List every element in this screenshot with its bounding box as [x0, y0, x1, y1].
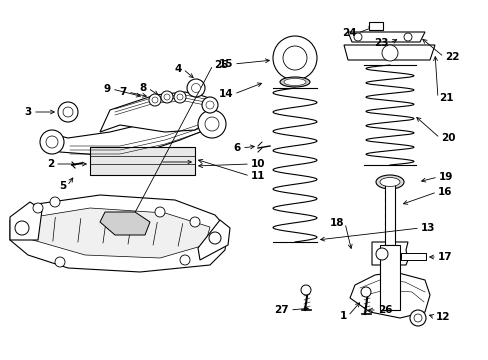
Circle shape [202, 97, 218, 113]
Circle shape [403, 33, 411, 41]
Text: 5: 5 [59, 181, 66, 191]
Circle shape [198, 110, 225, 138]
Circle shape [163, 94, 170, 100]
Circle shape [152, 97, 158, 103]
Text: 12: 12 [435, 312, 449, 322]
Text: 22: 22 [444, 52, 459, 62]
Circle shape [155, 207, 164, 217]
Circle shape [353, 33, 361, 41]
Circle shape [149, 94, 161, 106]
Text: 16: 16 [437, 187, 451, 197]
Text: 27: 27 [274, 305, 288, 315]
Polygon shape [198, 220, 229, 260]
Text: 8: 8 [140, 83, 147, 93]
Text: 21: 21 [438, 93, 452, 103]
Text: 23: 23 [374, 38, 388, 48]
Text: 17: 17 [437, 252, 452, 262]
Polygon shape [343, 45, 434, 60]
Text: 2: 2 [47, 159, 54, 169]
Bar [368, 22, 382, 30]
Circle shape [55, 257, 65, 267]
Ellipse shape [280, 77, 309, 87]
Polygon shape [26, 208, 209, 258]
Circle shape [283, 46, 306, 70]
Circle shape [208, 232, 221, 244]
Circle shape [191, 84, 200, 93]
Polygon shape [100, 92, 215, 132]
Circle shape [174, 91, 185, 103]
Text: 6: 6 [233, 143, 241, 153]
Text: 10: 10 [250, 159, 265, 169]
Ellipse shape [375, 175, 403, 189]
Bar [90, 147, 195, 175]
Text: 14: 14 [218, 89, 232, 99]
Circle shape [161, 91, 173, 103]
Text: 13: 13 [420, 223, 435, 233]
Circle shape [58, 102, 78, 122]
Circle shape [205, 101, 214, 109]
Circle shape [180, 255, 190, 265]
Text: 7: 7 [120, 87, 127, 97]
Text: 11: 11 [250, 171, 265, 181]
Circle shape [375, 248, 387, 260]
Text: 18: 18 [329, 218, 343, 228]
Text: 4: 4 [174, 64, 182, 74]
Circle shape [40, 130, 64, 154]
Text: 9: 9 [103, 84, 111, 94]
Circle shape [186, 79, 204, 97]
Text: 24: 24 [342, 28, 356, 38]
Circle shape [33, 203, 43, 213]
Polygon shape [10, 202, 42, 240]
Bar [384, 183, 394, 245]
Bar [379, 245, 399, 310]
Circle shape [301, 285, 310, 295]
Text: 26: 26 [377, 305, 392, 315]
Polygon shape [52, 115, 215, 155]
Circle shape [381, 45, 397, 61]
Ellipse shape [379, 177, 399, 186]
Text: 25: 25 [214, 60, 228, 70]
Circle shape [413, 314, 421, 322]
Circle shape [177, 94, 183, 100]
Circle shape [63, 107, 73, 117]
Text: 20: 20 [440, 133, 454, 143]
Circle shape [15, 221, 29, 235]
Bar [400, 253, 425, 260]
Polygon shape [10, 195, 227, 272]
Polygon shape [349, 272, 429, 318]
Polygon shape [100, 212, 150, 235]
Text: 1: 1 [339, 311, 346, 321]
Circle shape [46, 136, 58, 148]
Circle shape [204, 117, 219, 131]
Circle shape [409, 310, 425, 326]
Ellipse shape [284, 78, 305, 85]
Circle shape [360, 287, 370, 297]
Circle shape [272, 36, 316, 80]
Polygon shape [371, 242, 407, 265]
Text: 19: 19 [438, 172, 452, 182]
Circle shape [50, 197, 60, 207]
Text: 3: 3 [25, 107, 32, 117]
Text: 15: 15 [218, 59, 232, 69]
Circle shape [190, 217, 200, 227]
Polygon shape [347, 32, 424, 42]
